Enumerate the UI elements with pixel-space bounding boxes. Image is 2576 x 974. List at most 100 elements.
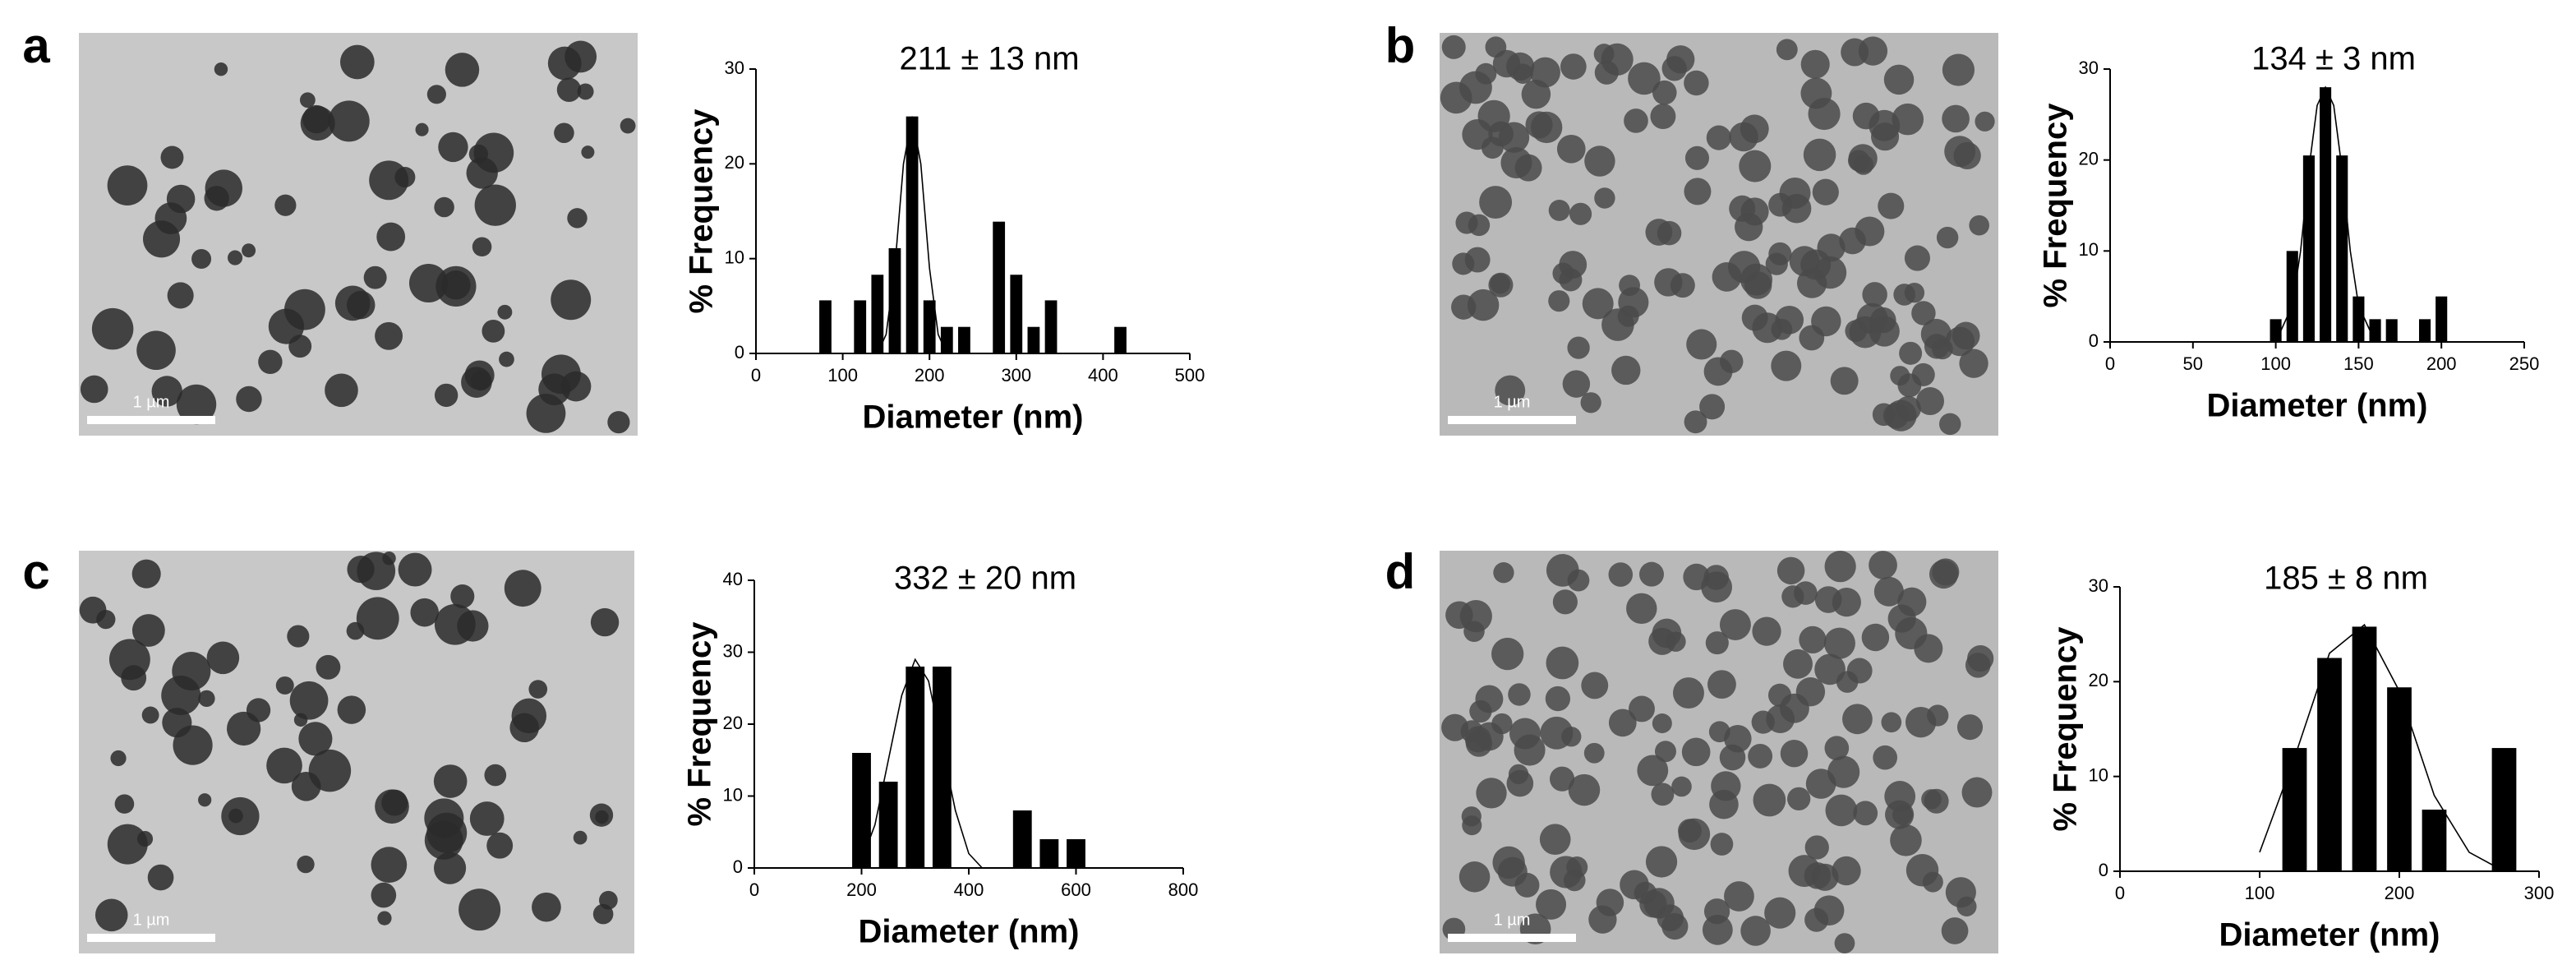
bar bbox=[854, 300, 867, 353]
particle bbox=[1639, 890, 1667, 918]
bar bbox=[2491, 748, 2517, 871]
particle bbox=[1525, 111, 1553, 139]
particle bbox=[1911, 301, 1936, 325]
y-tick-label: 0 bbox=[2089, 330, 2099, 351]
x-tick-label: 400 bbox=[1088, 365, 1118, 385]
particle bbox=[334, 285, 371, 321]
panel-label: d bbox=[1385, 544, 1416, 599]
particle bbox=[1596, 889, 1624, 916]
x-tick-label: 600 bbox=[1061, 879, 1091, 900]
particle bbox=[1861, 623, 1890, 652]
particle bbox=[1771, 350, 1802, 381]
x-tick-label: 300 bbox=[1001, 365, 1031, 385]
particle bbox=[468, 144, 489, 164]
particle bbox=[1467, 289, 1500, 321]
x-axis-label: Diameter (nm) bbox=[859, 914, 1080, 950]
bar bbox=[2317, 658, 2342, 871]
particle bbox=[1479, 186, 1513, 219]
particle bbox=[1892, 103, 1924, 136]
particle bbox=[1608, 709, 1637, 737]
bar bbox=[871, 275, 884, 353]
particle bbox=[274, 194, 297, 216]
x-tick-label: 0 bbox=[2115, 883, 2125, 903]
particle bbox=[1956, 896, 1977, 916]
particle bbox=[131, 559, 161, 589]
bar bbox=[1044, 300, 1058, 353]
bar bbox=[958, 326, 970, 353]
particle bbox=[1626, 593, 1657, 625]
particle bbox=[1956, 714, 1984, 741]
x-axis-label: Diameter (nm) bbox=[863, 399, 1084, 436]
particle bbox=[424, 820, 463, 860]
particle bbox=[1783, 649, 1813, 679]
scale-bar bbox=[87, 934, 215, 942]
particle bbox=[1899, 341, 1923, 365]
particle bbox=[1905, 706, 1937, 738]
particle bbox=[433, 764, 468, 798]
bar bbox=[940, 326, 953, 353]
particle bbox=[1545, 685, 1571, 712]
bar bbox=[1012, 810, 1032, 868]
chart-title: 332 ± 20 nm bbox=[894, 561, 1076, 597]
particle bbox=[1805, 769, 1836, 799]
particle bbox=[204, 186, 229, 211]
particle bbox=[1514, 154, 1542, 182]
particle bbox=[151, 376, 182, 407]
particle bbox=[1701, 571, 1733, 603]
chart-title: 185 ± 8 nm bbox=[2264, 561, 2428, 597]
micrograph: 1 µm bbox=[1440, 33, 1998, 436]
particle bbox=[371, 882, 397, 908]
particle bbox=[131, 614, 165, 647]
particle bbox=[1459, 861, 1491, 893]
particle bbox=[1853, 801, 1878, 826]
bar bbox=[2320, 87, 2332, 342]
particle bbox=[1559, 268, 1583, 292]
particle bbox=[459, 889, 501, 931]
particle bbox=[415, 122, 429, 136]
particle bbox=[1699, 394, 1726, 420]
particle bbox=[1492, 846, 1525, 879]
scale-bar-label: 1 µm bbox=[133, 911, 170, 929]
particle bbox=[590, 607, 620, 637]
particle bbox=[110, 750, 127, 767]
particle bbox=[1779, 693, 1809, 723]
particle bbox=[300, 105, 335, 141]
particle bbox=[1794, 581, 1818, 605]
x-tick-label: 0 bbox=[751, 365, 761, 385]
particle bbox=[363, 265, 387, 289]
particle bbox=[1549, 766, 1575, 792]
particle bbox=[1652, 713, 1672, 734]
scale-bar bbox=[1448, 416, 1576, 424]
particle bbox=[1441, 713, 1469, 741]
x-axis-label: Diameter (nm) bbox=[2207, 388, 2428, 424]
particle bbox=[1920, 318, 1952, 350]
y-tick-label: 10 bbox=[2089, 764, 2108, 785]
particle bbox=[461, 367, 492, 398]
particle bbox=[1885, 800, 1915, 829]
particle bbox=[1845, 320, 1868, 342]
particle bbox=[206, 641, 240, 675]
x-tick-label: 400 bbox=[954, 879, 984, 900]
particle bbox=[167, 282, 194, 309]
y-axis-label: % Frequency bbox=[2038, 103, 2074, 308]
particle bbox=[1567, 336, 1590, 359]
x-tick-label: 0 bbox=[2105, 353, 2115, 374]
particle bbox=[1705, 631, 1729, 655]
particle bbox=[1969, 215, 1989, 236]
particle bbox=[1651, 782, 1675, 806]
particle bbox=[1929, 560, 1959, 589]
particle bbox=[1882, 402, 1910, 429]
y-tick-label: 10 bbox=[723, 784, 743, 805]
bar bbox=[923, 300, 936, 353]
particle bbox=[339, 44, 375, 80]
particle bbox=[1654, 741, 1676, 763]
particle bbox=[497, 304, 513, 320]
y-tick-label: 30 bbox=[723, 640, 743, 661]
particle bbox=[1869, 551, 1897, 579]
particle bbox=[1569, 202, 1592, 225]
bar bbox=[852, 753, 871, 868]
particle bbox=[482, 319, 505, 343]
particle bbox=[1648, 627, 1676, 655]
particle bbox=[1740, 916, 1771, 946]
particle bbox=[1740, 114, 1769, 144]
